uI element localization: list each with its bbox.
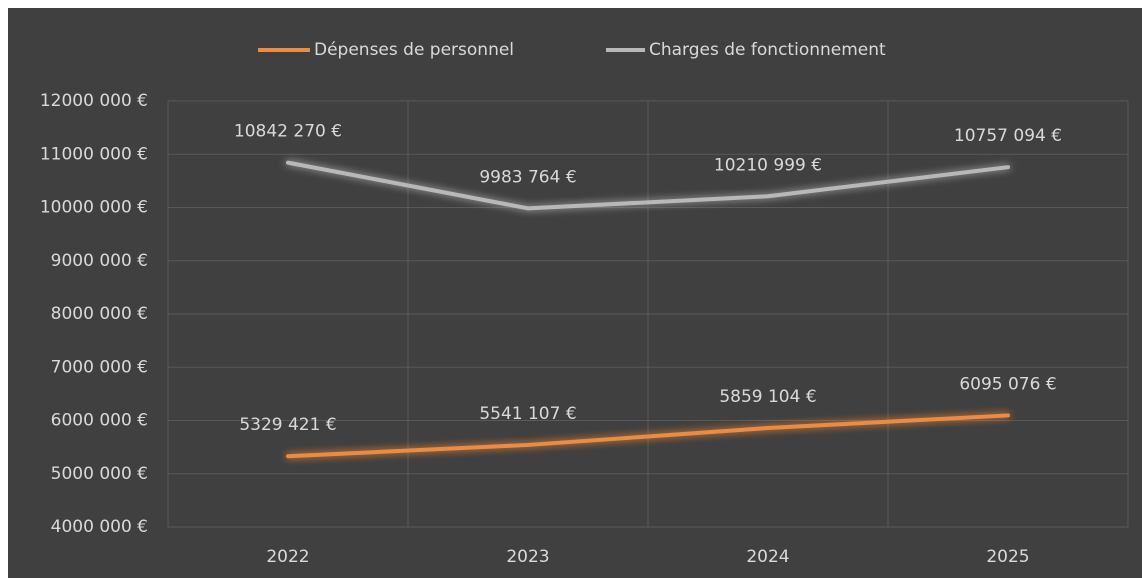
x-tick-label: 2023 (506, 547, 549, 567)
data-label: 5329 421 € (239, 415, 336, 435)
x-tick-label: 2024 (746, 547, 789, 567)
legend-label: Charges de fonctionnement (649, 40, 886, 60)
x-tick-label: 2025 (986, 547, 1029, 567)
data-label: 5541 107 € (479, 404, 576, 424)
data-label: 10757 094 € (954, 126, 1062, 146)
data-label: 10842 270 € (234, 122, 342, 142)
series-line (286, 413, 1010, 459)
y-tick-label: 4000 000 € (51, 517, 148, 537)
y-tick-label: 12000 000 € (40, 91, 148, 111)
data-label: 5859 104 € (719, 387, 816, 407)
chart-background (8, 8, 1142, 578)
y-tick-label: 6000 000 € (51, 411, 148, 431)
x-tick-label: 2022 (266, 547, 309, 567)
data-label: 10210 999 € (714, 155, 822, 175)
y-tick-label: 5000 000 € (51, 464, 148, 484)
series-line (286, 160, 1010, 211)
data-label: 6095 076 € (959, 374, 1056, 394)
data-label: 9983 764 € (479, 167, 576, 187)
y-tick-label: 7000 000 € (51, 357, 148, 377)
y-tick-label: 9000 000 € (51, 251, 148, 271)
y-tick-label: 8000 000 € (51, 304, 148, 324)
legend-label: Dépenses de personnel (314, 40, 514, 60)
y-tick-label: 11000 000 € (40, 144, 148, 164)
y-tick-label: 10000 000 € (40, 198, 148, 218)
